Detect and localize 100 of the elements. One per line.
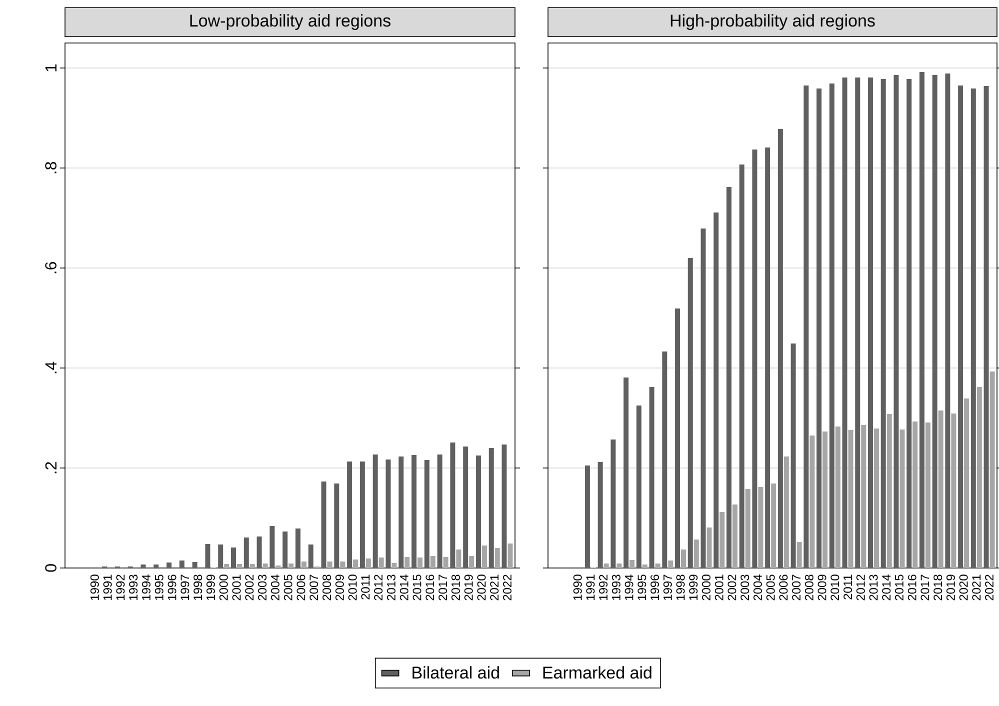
bar bbox=[714, 212, 719, 568]
x-tick-label: 2016 bbox=[426, 574, 434, 600]
bar bbox=[282, 531, 288, 568]
x-tick-label: 2009 bbox=[818, 574, 826, 600]
bar bbox=[649, 386, 654, 568]
bar bbox=[804, 85, 809, 568]
bar bbox=[250, 564, 255, 568]
x-tick-label: 2009 bbox=[335, 574, 344, 600]
bar bbox=[976, 386, 982, 568]
y-tick-label: .8 bbox=[45, 162, 56, 174]
x-tick-label: 2019 bbox=[946, 574, 955, 600]
x-tick-label: 2021 bbox=[972, 574, 981, 600]
x-tick-label: 1991 bbox=[586, 574, 595, 600]
bar bbox=[932, 74, 938, 568]
x-tick-label: 1991 bbox=[103, 574, 112, 600]
bar bbox=[765, 147, 770, 568]
x-tick-label: 2018 bbox=[934, 574, 942, 600]
x-tick-label: 2016 bbox=[908, 574, 916, 600]
bar bbox=[874, 428, 879, 568]
x-tick-label: 2011 bbox=[361, 574, 370, 600]
x-tick-label: 2004 bbox=[753, 574, 762, 600]
bar bbox=[237, 564, 242, 568]
bar bbox=[829, 83, 834, 568]
bar bbox=[700, 228, 706, 568]
bar bbox=[166, 562, 172, 568]
bar bbox=[418, 557, 423, 568]
bar bbox=[675, 308, 680, 568]
bar bbox=[598, 462, 603, 568]
bar bbox=[412, 454, 417, 568]
x-tick-label: 1992 bbox=[599, 574, 608, 600]
bar bbox=[321, 481, 326, 568]
x-tick-label: 2014 bbox=[882, 574, 891, 600]
x-tick-label: 2006 bbox=[296, 574, 306, 600]
bar bbox=[784, 456, 789, 568]
bar bbox=[508, 543, 513, 568]
bar bbox=[938, 410, 944, 568]
bar bbox=[970, 88, 976, 568]
y-tick-label: 1 bbox=[45, 64, 56, 72]
x-tick-label: 2005 bbox=[284, 574, 292, 600]
x-tick-label: 2017 bbox=[920, 574, 930, 600]
bar bbox=[855, 77, 860, 568]
bar bbox=[372, 454, 378, 568]
bar bbox=[842, 77, 848, 568]
bar bbox=[456, 549, 462, 568]
bar bbox=[502, 444, 507, 568]
bar bbox=[616, 563, 622, 568]
bar bbox=[688, 258, 693, 568]
bar bbox=[154, 564, 159, 568]
bar bbox=[912, 421, 918, 568]
bar bbox=[353, 559, 358, 568]
x-tick-label: 2008 bbox=[322, 574, 331, 600]
bar bbox=[925, 422, 930, 568]
bar bbox=[276, 565, 281, 568]
bar bbox=[488, 448, 494, 568]
legend-label: Earmarked aid bbox=[543, 666, 652, 679]
x-tick-label: 2022 bbox=[985, 574, 994, 600]
x-tick-label: 1994 bbox=[624, 574, 634, 600]
y-tick-label: 0 bbox=[45, 564, 56, 572]
bar bbox=[681, 549, 686, 568]
bar bbox=[584, 465, 590, 568]
bar bbox=[906, 78, 912, 568]
y-tick-label: .6 bbox=[45, 262, 56, 274]
bar bbox=[945, 73, 950, 568]
bar bbox=[386, 459, 391, 568]
bar bbox=[270, 526, 275, 568]
x-tick-label: 2019 bbox=[464, 574, 473, 600]
x-tick-label: 2003 bbox=[258, 574, 267, 600]
bar bbox=[919, 72, 924, 568]
bar bbox=[778, 128, 783, 568]
x-tick-label: 1998 bbox=[676, 574, 685, 600]
x-tick-label: 2011 bbox=[844, 574, 852, 600]
x-tick-label: 2000 bbox=[219, 574, 228, 600]
bar bbox=[340, 561, 346, 568]
bar bbox=[796, 542, 802, 568]
bar bbox=[378, 557, 384, 568]
x-tick-label: 1999 bbox=[206, 574, 215, 600]
bar bbox=[443, 556, 448, 568]
bar bbox=[861, 424, 866, 568]
bar bbox=[894, 74, 899, 568]
bar bbox=[244, 537, 249, 568]
x-tick-label: 2008 bbox=[804, 574, 814, 600]
bar bbox=[450, 442, 456, 568]
bar bbox=[880, 78, 886, 568]
bar bbox=[951, 413, 956, 568]
bar bbox=[494, 548, 500, 568]
bar bbox=[662, 351, 668, 568]
bar bbox=[301, 561, 306, 568]
bar bbox=[140, 564, 146, 568]
bar bbox=[848, 430, 854, 568]
bar bbox=[771, 483, 776, 568]
x-tick-label: 2020 bbox=[477, 574, 486, 600]
bar bbox=[327, 561, 332, 568]
x-tick-label: 2015 bbox=[894, 574, 904, 600]
x-tick-label: 2006 bbox=[779, 574, 788, 600]
legend-label: Bilateral aid bbox=[412, 666, 499, 679]
bar bbox=[706, 527, 712, 568]
x-tick-label: 1997 bbox=[663, 574, 672, 600]
bar bbox=[655, 563, 660, 568]
bar bbox=[752, 149, 758, 568]
y-tick-label: .2 bbox=[45, 462, 56, 474]
